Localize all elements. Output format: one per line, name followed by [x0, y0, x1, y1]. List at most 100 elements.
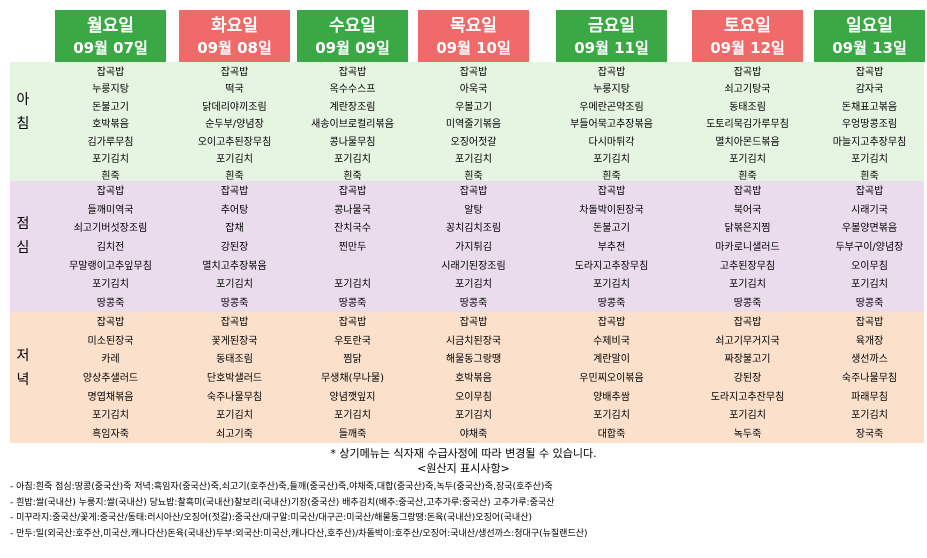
- lunch-menu-col: 잡곡밥 콩나물국 잔치국수 찐만두 포기김치 땅콩죽: [297, 183, 408, 314]
- menu-item: 잡곡밥: [96, 186, 125, 197]
- label-char: 아: [16, 92, 30, 108]
- menu-item: 녹두죽: [733, 429, 762, 441]
- menu-item: 누룽지탕: [593, 84, 630, 96]
- menu-item: 꽁치김치조림: [445, 223, 502, 235]
- menu-item: 포기김치: [455, 153, 492, 165]
- menu-item: 잡곡밥: [597, 317, 626, 328]
- day-name: 목요일: [450, 16, 497, 36]
- menu-item: 들깨죽: [338, 429, 367, 441]
- day-header-mon: 월요일 09월 07일: [55, 10, 166, 62]
- menu-item: 수제비국: [593, 335, 630, 347]
- menu-item: 돈불고기: [92, 101, 129, 113]
- menu-item: 도라지고추잔무침: [710, 391, 785, 403]
- lunch-band: [10, 181, 924, 312]
- day-name: 화요일: [211, 16, 258, 36]
- menu-item: 생선까스: [851, 354, 888, 366]
- menu-item: 멸치고추장볶음: [202, 260, 267, 272]
- lunch-menu-col: 잡곡밥 차돌박이된장국 돈불고기 부추전 도라지고추장무침 포기김치 땅콩죽: [556, 183, 667, 314]
- menu-item: 오징어젓갈: [450, 136, 497, 148]
- label-char: 녁: [16, 372, 30, 388]
- menu-item: 부추전: [597, 242, 626, 254]
- menu-item: 대합죽: [597, 429, 626, 441]
- lunch-menu-col: 잡곡밥 들깨미역국 쇠고기버섯장조림 김치전 무말랭이고추잎무침 포기김치 땅콩죽: [55, 183, 166, 314]
- day-header-wed: 수요일 09월 09일: [297, 10, 408, 62]
- menu-item: 시금치된장국: [445, 335, 502, 347]
- menu-item: 미소된장국: [87, 335, 134, 347]
- menu-item: 계란장조림: [329, 101, 376, 113]
- morning-menu-col: 잡곡밥 떡국 닭데리야끼조림 순두부/양념장 오이고추된장무침 포기김치 흰죽: [179, 64, 290, 186]
- day-header-sun: 일요일 09월 13일: [814, 10, 925, 62]
- morning-menu-col: 잡곡밥 누룽지탕 우메란곤약조림 부들어묵고추장볶음 다시마튀각 포기김치 흰죽: [556, 64, 667, 186]
- menu-item: 잡곡밥: [338, 186, 367, 197]
- label-char: 점: [16, 216, 30, 232]
- menu-item: 쇠고기탕국: [724, 84, 771, 96]
- menu-item: 흰죽: [602, 171, 621, 183]
- morning-band: [10, 62, 924, 181]
- menu-item: 흑임자죽: [92, 429, 129, 441]
- menu-item: 오이고추된장무침: [197, 136, 272, 148]
- menu-item: 잡곡밥: [338, 317, 367, 328]
- menu-item: 해물동그랑땡: [445, 354, 502, 366]
- menu-item: 포기김치: [593, 410, 630, 422]
- menu-item: 흰죽: [343, 171, 362, 183]
- dinner-menu-col: 잡곡밥 수제비국 계란말이 우민찌오이볶음 양배추쌈 포기김치 대합죽: [556, 314, 667, 445]
- menu-item: 잡곡밥: [220, 317, 249, 328]
- menu-item: 땅콩죽: [220, 298, 249, 310]
- menu-item: 찐만두: [338, 242, 367, 254]
- menu-item: 잡곡밥: [459, 67, 488, 78]
- menu-item: 야채죽: [459, 429, 488, 441]
- label-char: 저: [16, 348, 30, 364]
- label-char: 침: [16, 116, 30, 132]
- lunch-menu-col: 잡곡밥 추어탕 잡채 강된장 멸치고추장볶음 포기김치 땅콩죽: [179, 183, 290, 314]
- menu-item: 우볼양면볶음: [841, 223, 898, 235]
- menu-item: 잡곡밥: [733, 317, 762, 328]
- menu-item: 잡곡밥: [220, 186, 249, 197]
- menu-item: 두부구이/양념장: [835, 242, 904, 254]
- menu-item: 강된장: [220, 242, 249, 254]
- menu-item: 콩나물무침: [329, 136, 376, 148]
- menu-item: 포기김치: [216, 279, 253, 291]
- menu-item: 호박볶음: [92, 119, 129, 131]
- menu-item: 시래기국: [851, 204, 888, 216]
- menu-item: 단호박샐러드: [206, 373, 263, 385]
- menu-item: 쇠고기죽: [216, 429, 253, 441]
- menu-item: 우볼고기: [455, 101, 492, 113]
- menu-item: 알탕: [464, 204, 483, 216]
- menu-item: 포기김치: [851, 279, 888, 291]
- menu-item: 명엽채볶음: [87, 391, 134, 403]
- menu-item: 잡곡밥: [338, 67, 367, 78]
- menu-item: 땅콩죽: [855, 298, 884, 310]
- dinner-menu-col: 잡곡밥 미소된장국 카레 양상추샐러드 명엽채볶음 포기김치 흑임자죽: [55, 314, 166, 445]
- origin-title: <원산지 표시사항>: [417, 462, 510, 475]
- menu-item: 차돌박이된장국: [579, 204, 644, 216]
- menu-item: [297, 258, 408, 277]
- morning-menu-col: 잡곡밥 감자국 돈채표고볶음 우엉땅콩조림 마늘지고추장무침 포기김치 흰죽: [814, 64, 925, 186]
- menu-item: 포기김치: [593, 153, 630, 165]
- meal-label-lunch: 점 심: [10, 212, 36, 260]
- menu-item: 카레: [101, 354, 120, 366]
- menu-item: 흰죽: [101, 171, 120, 183]
- menu-item: 흰죽: [464, 171, 483, 183]
- menu-item: 호박볶음: [455, 373, 492, 385]
- dinner-band: [10, 312, 924, 443]
- menu-item: 부들어묵고추장볶음: [570, 119, 653, 131]
- origin-line: - 미꾸라지:중국산/꽃게:중국산/동태:러시아산/오징어(젓갈):중국산/대구…: [10, 513, 532, 524]
- menu-item: 잡곡밥: [855, 186, 884, 197]
- menu-item: 포기김치: [455, 279, 492, 291]
- menu-item: 포기김치: [334, 410, 371, 422]
- day-header-row: 월요일 09월 07일 화요일 09월 08일 수요일 09월 09일 목요일 …: [0, 10, 927, 62]
- menu-item: 오이무침: [455, 391, 492, 403]
- origin-line: - 아침:흰죽 점심:땅콩(중국산)죽 저녁:흑임자(중국산)죽,쇠고기(호주산…: [10, 482, 553, 492]
- menu-item: 장국죽: [855, 429, 884, 441]
- menu-item: 흰죽: [738, 171, 757, 183]
- day-date: 09월 12일: [710, 39, 785, 57]
- menu-item: 시래기된장조림: [441, 260, 506, 272]
- menu-item: 포기김치: [729, 153, 766, 165]
- day-name: 수요일: [329, 16, 376, 36]
- menu-item: 돈채표고볶음: [841, 101, 898, 113]
- menu-item: 누룽지탕: [92, 84, 129, 96]
- menu-item: 마카로니샐러드: [715, 242, 780, 254]
- day-header-thu: 목요일 09월 10일: [418, 10, 529, 62]
- menu-item: 무말랭이고추잎무침: [69, 260, 152, 272]
- menu-item: 흰죽: [860, 171, 879, 183]
